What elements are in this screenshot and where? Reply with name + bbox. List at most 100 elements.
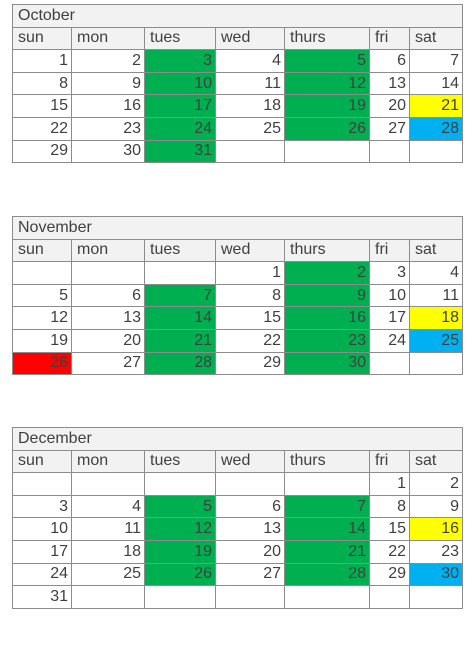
day-cell[interactable]: 30	[408, 562, 464, 587]
empty-cell[interactable]	[71, 585, 145, 609]
day-cell[interactable]: 29	[12, 139, 72, 164]
day-cell[interactable]: 5	[284, 49, 370, 73]
day-cell[interactable]: 30	[71, 139, 145, 164]
day-cell[interactable]: 22	[369, 539, 410, 564]
day-cell[interactable]: 15	[12, 94, 72, 118]
day-cell[interactable]: 9	[71, 71, 145, 96]
day-cell[interactable]: 7	[284, 494, 370, 519]
empty-cell[interactable]	[408, 585, 464, 609]
empty-cell[interactable]	[284, 472, 370, 496]
empty-cell[interactable]	[144, 472, 216, 496]
day-cell[interactable]: 24	[144, 116, 216, 141]
day-cell[interactable]: 13	[215, 517, 285, 541]
day-cell[interactable]: 22	[215, 328, 285, 353]
day-cell[interactable]: 13	[369, 71, 410, 96]
day-cell[interactable]: 4	[71, 494, 145, 519]
day-cell[interactable]: 5	[144, 494, 216, 519]
day-cell[interactable]: 16	[284, 306, 370, 330]
empty-cell[interactable]	[408, 351, 464, 376]
day-cell[interactable]: 21	[284, 539, 370, 564]
day-cell[interactable]: 23	[71, 116, 145, 141]
day-cell[interactable]: 29	[369, 562, 410, 587]
day-cell[interactable]: 19	[144, 539, 216, 564]
day-cell[interactable]: 25	[215, 116, 285, 141]
day-cell[interactable]: 8	[12, 71, 72, 96]
day-cell[interactable]: 4	[408, 261, 464, 285]
day-cell[interactable]: 28	[408, 116, 464, 141]
day-cell[interactable]: 26	[144, 562, 216, 587]
day-cell[interactable]: 10	[144, 71, 216, 96]
day-cell[interactable]: 17	[144, 94, 216, 118]
day-cell[interactable]: 27	[369, 116, 410, 141]
day-cell[interactable]: 2	[284, 261, 370, 285]
day-cell[interactable]: 14	[144, 306, 216, 330]
empty-cell[interactable]	[12, 472, 72, 496]
day-cell[interactable]: 1	[215, 261, 285, 285]
day-cell[interactable]: 28	[284, 562, 370, 587]
empty-cell[interactable]	[144, 261, 216, 285]
day-cell[interactable]: 20	[369, 94, 410, 118]
day-cell[interactable]: 16	[71, 94, 145, 118]
day-cell[interactable]: 28	[144, 351, 216, 376]
day-cell[interactable]: 5	[12, 283, 72, 308]
empty-cell[interactable]	[284, 585, 370, 609]
empty-cell[interactable]	[369, 585, 410, 609]
day-cell[interactable]: 10	[12, 517, 72, 541]
day-cell[interactable]: 8	[215, 283, 285, 308]
day-cell[interactable]: 31	[12, 585, 72, 609]
day-cell[interactable]: 20	[71, 328, 145, 353]
day-cell[interactable]: 1	[369, 472, 410, 496]
day-cell[interactable]: 12	[144, 517, 216, 541]
day-cell[interactable]: 16	[408, 517, 464, 541]
empty-cell[interactable]	[408, 139, 464, 164]
day-cell[interactable]: 9	[284, 283, 370, 308]
day-cell[interactable]: 15	[215, 306, 285, 330]
day-cell[interactable]: 18	[408, 306, 464, 330]
day-cell[interactable]: 1	[12, 49, 72, 73]
day-cell[interactable]: 22	[12, 116, 72, 141]
day-cell[interactable]: 26	[284, 116, 370, 141]
day-cell[interactable]: 6	[215, 494, 285, 519]
empty-cell[interactable]	[71, 261, 145, 285]
day-cell[interactable]: 25	[408, 328, 464, 353]
day-cell[interactable]: 25	[71, 562, 145, 587]
empty-cell[interactable]	[369, 351, 410, 376]
day-cell[interactable]: 12	[12, 306, 72, 330]
day-cell[interactable]: 15	[369, 517, 410, 541]
day-cell[interactable]: 11	[408, 283, 464, 308]
day-cell[interactable]: 31	[144, 139, 216, 164]
day-cell[interactable]: 18	[71, 539, 145, 564]
day-cell[interactable]: 21	[408, 94, 464, 118]
empty-cell[interactable]	[215, 472, 285, 496]
day-cell[interactable]: 10	[369, 283, 410, 308]
day-cell[interactable]: 3	[12, 494, 72, 519]
day-cell[interactable]: 24	[12, 562, 72, 587]
day-cell[interactable]: 12	[284, 71, 370, 96]
day-cell[interactable]: 4	[215, 49, 285, 73]
day-cell[interactable]: 11	[71, 517, 145, 541]
empty-cell[interactable]	[369, 139, 410, 164]
day-cell[interactable]: 3	[369, 261, 410, 285]
day-cell[interactable]: 21	[144, 328, 216, 353]
day-cell[interactable]: 2	[71, 49, 145, 73]
empty-cell[interactable]	[144, 585, 216, 609]
day-cell[interactable]: 29	[215, 351, 285, 376]
day-cell[interactable]: 8	[369, 494, 410, 519]
empty-cell[interactable]	[284, 139, 370, 164]
empty-cell[interactable]	[12, 261, 72, 285]
day-cell[interactable]: 18	[215, 94, 285, 118]
day-cell[interactable]: 27	[215, 562, 285, 587]
day-cell[interactable]: 9	[408, 494, 464, 519]
day-cell[interactable]: 7	[144, 283, 216, 308]
day-cell[interactable]: 13	[71, 306, 145, 330]
day-cell[interactable]: 6	[71, 283, 145, 308]
day-cell[interactable]: 27	[71, 351, 145, 376]
empty-cell[interactable]	[215, 585, 285, 609]
day-cell[interactable]: 3	[144, 49, 216, 73]
day-cell[interactable]: 14	[408, 71, 464, 96]
day-cell[interactable]: 24	[369, 328, 410, 353]
empty-cell[interactable]	[215, 139, 285, 164]
day-cell[interactable]: 11	[215, 71, 285, 96]
day-cell[interactable]: 23	[408, 539, 464, 564]
empty-cell[interactable]	[71, 472, 145, 496]
